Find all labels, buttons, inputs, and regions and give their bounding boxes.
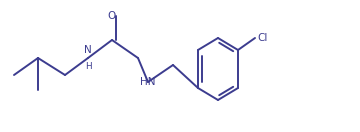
Text: N: N [84,45,92,55]
Text: HN: HN [140,77,156,87]
Text: H: H [85,62,91,71]
Text: Cl: Cl [257,33,267,43]
Text: O: O [108,11,116,21]
